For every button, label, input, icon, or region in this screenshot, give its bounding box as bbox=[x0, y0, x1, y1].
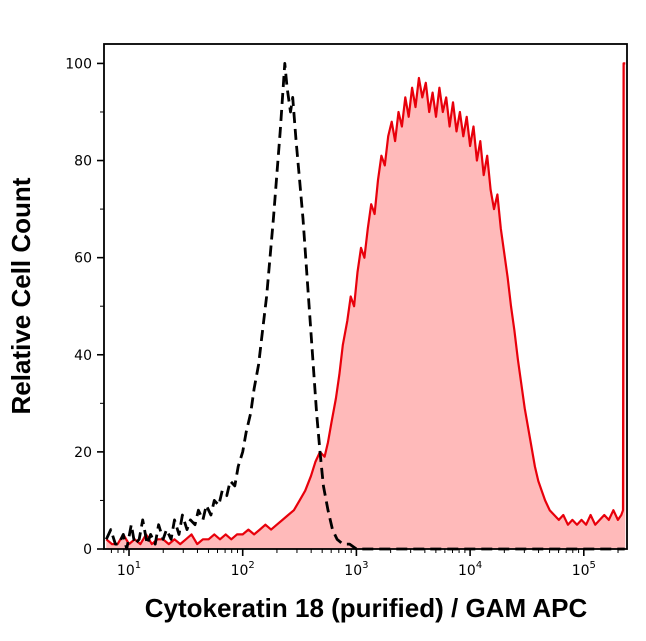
y-tick-label: 20 bbox=[74, 445, 92, 461]
x-tick-label: 105 bbox=[572, 560, 596, 579]
x-axis-ticks: 101 102 103 104 105 bbox=[110, 549, 619, 579]
series-stained-fill bbox=[106, 63, 626, 550]
x-tick-label: 102 bbox=[231, 560, 255, 579]
y-tick-label: 80 bbox=[74, 154, 92, 170]
y-tick-label: 40 bbox=[74, 348, 92, 364]
plot-border bbox=[103, 43, 628, 550]
plot-root: 101 102 103 104 105 0 20 40 60 80 100 bbox=[65, 43, 628, 579]
y-axis-label: Relative Cell Count bbox=[6, 177, 36, 414]
series-control-curve bbox=[105, 62, 625, 551]
x-tick-label: 104 bbox=[458, 560, 482, 579]
y-tick-label: 60 bbox=[74, 251, 92, 267]
x-tick-label: 103 bbox=[344, 560, 368, 579]
x-axis-label: Cytokeratin 18 (purified) / GAM APC bbox=[145, 593, 588, 623]
series-stained-curve bbox=[105, 62, 626, 546]
y-tick-label: 100 bbox=[65, 56, 92, 72]
y-axis-ticks: 0 20 40 60 80 100 bbox=[65, 56, 104, 558]
x-tick-label: 101 bbox=[117, 560, 141, 579]
y-tick-label: 0 bbox=[83, 542, 92, 558]
